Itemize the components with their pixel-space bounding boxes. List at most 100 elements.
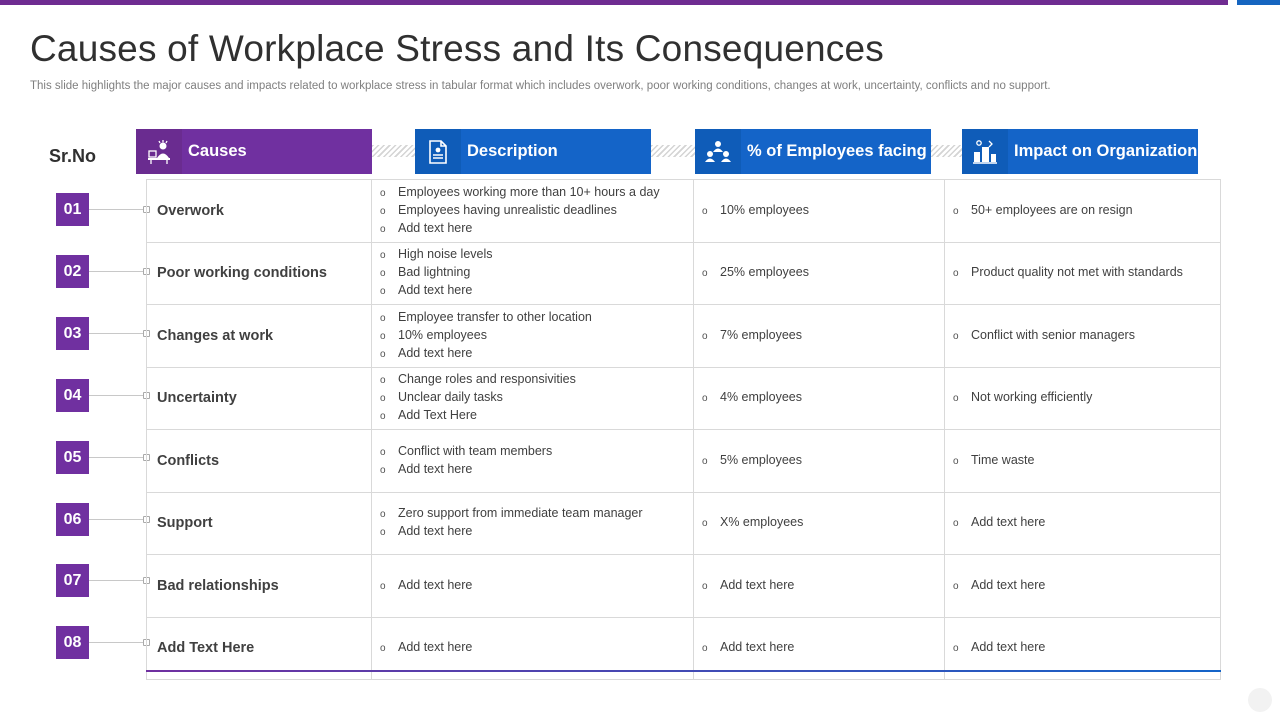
stress-table: Overwork Employees working more than 10+… <box>146 179 1221 680</box>
description-cell: Add text here <box>371 555 693 617</box>
cause-cell: Overwork <box>146 180 371 242</box>
row-connector <box>89 580 146 581</box>
organization-icon <box>962 129 1008 174</box>
header-causes-label: Causes <box>182 129 372 174</box>
slide-title: Causes of Workplace Stress and Its Conse… <box>30 28 884 69</box>
impact-cell: 50+ employees are on resign <box>944 180 1221 242</box>
description-cell: Zero support from immediate team manager… <box>371 492 693 554</box>
header-causes: Causes <box>136 129 372 174</box>
row-connector <box>89 271 146 272</box>
table-row: Conflicts Conflict with team members Add… <box>146 430 1221 493</box>
cause-cell: Poor working conditions <box>146 242 371 304</box>
impact-value: Add text here <box>953 514 1220 532</box>
table-row: Overwork Employees working more than 10+… <box>146 180 1221 243</box>
impact-cell: Conflict with senior managers <box>944 305 1221 367</box>
description-bullet: Employees working more than 10+ hours a … <box>380 184 693 202</box>
description-bullet: Unclear daily tasks <box>380 389 693 407</box>
cause-cell: Add Text Here <box>146 617 371 679</box>
employees-value: 4% employees <box>702 389 944 407</box>
row-connector <box>89 457 146 458</box>
description-bullet: Conflict with team members <box>380 443 693 461</box>
description-bullet: Add text here <box>380 282 693 300</box>
impact-value: 50+ employees are on resign <box>953 202 1220 220</box>
header-impact: Impact on Organization <box>962 129 1198 174</box>
header-separator <box>931 145 962 157</box>
description-bullet: Change roles and responsivities <box>380 371 693 389</box>
cause-cell: Conflicts <box>146 430 371 492</box>
impact-value: Not working efficiently <box>953 389 1220 407</box>
impact-value: Time waste <box>953 452 1220 470</box>
table-row: Support Zero support from immediate team… <box>146 492 1221 555</box>
employees-cell: 7% employees <box>693 305 944 367</box>
employees-cell: Add text here <box>693 555 944 617</box>
employees-value: X% employees <box>702 514 944 532</box>
description-bullet: Employee transfer to other location <box>380 309 693 327</box>
header-separator <box>372 145 415 157</box>
description-cell: High noise levels Bad lightning Add text… <box>371 242 693 304</box>
impact-cell: Add text here <box>944 555 1221 617</box>
description-cell: Add text here <box>371 617 693 679</box>
description-bullet: Add text here <box>380 577 693 595</box>
employees-value: 25% employees <box>702 264 944 282</box>
employees-cell: X% employees <box>693 492 944 554</box>
impact-value: Add text here <box>953 577 1220 595</box>
header-employees: % of Employees facing <box>695 129 931 174</box>
employees-value: Add text here <box>702 577 944 595</box>
slide-subtitle: This slide highlights the major causes a… <box>30 80 1051 92</box>
employees-cell: Add text here <box>693 617 944 679</box>
impact-value: Product quality not met with standards <box>953 264 1220 282</box>
description-cell: Employees working more than 10+ hours a … <box>371 180 693 242</box>
row-number-badge: 06 <box>56 503 89 536</box>
row-number-badge: 04 <box>56 379 89 412</box>
row-connector <box>89 519 146 520</box>
table-row: Changes at work Employee transfer to oth… <box>146 305 1221 368</box>
cause-cell: Bad relationships <box>146 555 371 617</box>
description-bullet: Add text here <box>380 461 693 479</box>
table-row: Add Text Here Add text here Add text her… <box>146 617 1221 680</box>
description-bullet: Add Text Here <box>380 407 693 425</box>
row-number-badge: 07 <box>56 564 89 597</box>
row-number-badge: 05 <box>56 441 89 474</box>
description-bullet: Add text here <box>380 345 693 363</box>
employees-value: 7% employees <box>702 327 944 345</box>
impact-cell: Add text here <box>944 617 1221 679</box>
description-cell: Employee transfer to other location 10% … <box>371 305 693 367</box>
cause-cell: Support <box>146 492 371 554</box>
header-description-label: Description <box>461 129 651 174</box>
top-accent-bar-blue <box>1237 0 1280 5</box>
header-impact-label: Impact on Organization <box>1008 129 1198 174</box>
cause-cell: Uncertainty <box>146 367 371 429</box>
employees-value: Add text here <box>702 639 944 657</box>
top-accent-bar <box>0 0 1228 5</box>
cause-cell: Changes at work <box>146 305 371 367</box>
employees-cell: 5% employees <box>693 430 944 492</box>
corner-circle <box>1248 688 1272 712</box>
description-bullet: 10% employees <box>380 327 693 345</box>
description-bullet: Add text here <box>380 523 693 541</box>
description-bullet: Add text here <box>380 639 693 657</box>
row-number-badge: 03 <box>56 317 89 350</box>
description-bullet: Add text here <box>380 220 693 238</box>
row-number-badge: 01 <box>56 193 89 226</box>
employees-cell: 10% employees <box>693 180 944 242</box>
description-bullet: High noise levels <box>380 246 693 264</box>
row-connector <box>89 395 146 396</box>
header-separator <box>651 145 695 157</box>
description-cell: Change roles and responsivities Unclear … <box>371 367 693 429</box>
sr-no-label: Sr.No <box>49 146 97 166</box>
impact-cell: Add text here <box>944 492 1221 554</box>
impact-cell: Time waste <box>944 430 1221 492</box>
header-employees-label: % of Employees facing <box>741 129 931 174</box>
description-cell: Conflict with team members Add text here <box>371 430 693 492</box>
table-row: Bad relationships Add text here Add text… <box>146 555 1221 618</box>
team-icon <box>695 129 741 174</box>
employees-value: 10% employees <box>702 202 944 220</box>
row-number-badge: 08 <box>56 626 89 659</box>
employees-cell: 4% employees <box>693 367 944 429</box>
document-icon <box>415 129 461 174</box>
table-row: Uncertainty Change roles and responsivit… <box>146 367 1221 430</box>
description-bullet: Employees having unrealistic deadlines <box>380 202 693 220</box>
stressed-person-icon <box>136 129 182 174</box>
employees-value: 5% employees <box>702 452 944 470</box>
impact-value: Conflict with senior managers <box>953 327 1220 345</box>
